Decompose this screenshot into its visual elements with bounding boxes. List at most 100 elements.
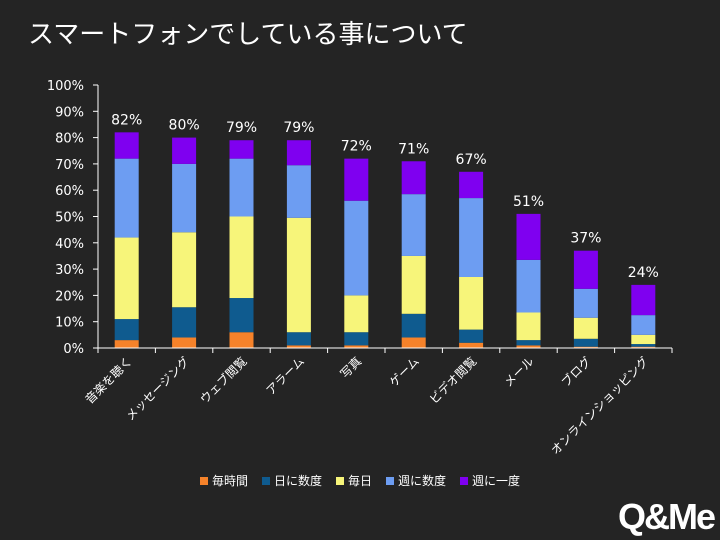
y-axis: 0% 10% 20% 30% 40% 50% 60% 70% 80% 90% 100%: [47, 79, 99, 357]
category-label: オンラインショッピング: [548, 354, 651, 457]
y-tick-label: 10%: [55, 316, 84, 331]
bar-segment: [459, 198, 484, 277]
legend-item: 週に数度: [386, 472, 446, 489]
total-label: 79%: [226, 120, 257, 136]
bar-segment: [516, 213, 541, 260]
y-tick-label: 40%: [55, 237, 84, 252]
legend-label: 毎時間: [211, 474, 248, 488]
category-label: ゲーム: [387, 354, 422, 389]
legend-swatch: [460, 476, 469, 485]
bar-segment: [459, 342, 484, 348]
bar-segment: [172, 137, 197, 164]
category-label: ウェブ閲覧: [197, 354, 250, 407]
bar-segment: [573, 346, 598, 348]
bar-segment: [114, 158, 139, 238]
bar-segment: [229, 216, 254, 299]
total-label: 67%: [456, 152, 487, 168]
legend-item: 毎時間: [199, 472, 248, 489]
bar-segment: [172, 307, 197, 338]
category-label: 写真: [338, 354, 365, 381]
total-label: 37%: [570, 231, 601, 247]
bar-segment: [401, 313, 426, 338]
total-label: 79%: [283, 120, 314, 136]
bar-segment: [229, 140, 254, 159]
legend-label: 週に一度: [472, 474, 521, 488]
bar-segment: [516, 345, 541, 348]
bar-segment: [286, 165, 311, 218]
bar-segment: [401, 194, 426, 256]
bar-segment: [114, 132, 139, 159]
y-tick-label: 100%: [47, 79, 84, 94]
bar-segment: [459, 329, 484, 343]
bar-segment: [573, 338, 598, 347]
total-label: 82%: [111, 112, 142, 128]
legend-label: 毎日: [347, 474, 372, 488]
y-tick-label: 20%: [55, 289, 84, 304]
bar-segment: [344, 200, 369, 296]
legend-label: 週に数度: [398, 474, 447, 488]
y-tick-label: 60%: [55, 184, 84, 199]
total-labels: 82% 80% 79% 79% 72% 71% 67% 51% 37% 24%: [111, 112, 659, 281]
bar-segment: [229, 158, 254, 217]
y-tick-label: 90%: [55, 105, 84, 120]
bar-segment: [286, 140, 311, 166]
bar-segment: [401, 337, 426, 348]
qme-logo: Q&Me: [617, 496, 716, 537]
bar-segment: [401, 255, 426, 314]
legend-item: 週に一度: [460, 472, 520, 489]
bar-segment: [631, 334, 656, 345]
bar-segment: [459, 171, 484, 199]
bar-segment: [631, 315, 656, 335]
legend: 毎時間 日に数度 毎日 週に数度 週に一度: [0, 472, 720, 489]
bar-segment: [631, 346, 656, 348]
bar-segment: [344, 158, 369, 201]
bar-segment: [114, 237, 139, 320]
category-label: アラーム: [263, 354, 307, 398]
bar-segment: [631, 344, 656, 347]
bar-segment: [459, 276, 484, 330]
bar-segment: [286, 345, 311, 348]
bar-segment: [286, 332, 311, 346]
bar-segment: [172, 163, 197, 233]
total-label: 71%: [398, 141, 429, 157]
bar-segment: [229, 332, 254, 348]
y-tick-label: 80%: [55, 132, 84, 147]
bar-segment: [286, 217, 311, 333]
total-label: 24%: [628, 265, 659, 281]
bar-segment: [114, 319, 139, 341]
bar-segment: [573, 288, 598, 318]
y-tick-label: 0%: [63, 342, 84, 357]
legend-swatch: [386, 476, 394, 485]
category-label: ビデオ閲覧: [426, 354, 479, 407]
legend-label: 日に数度: [273, 474, 322, 488]
legend-swatch: [199, 476, 208, 485]
bar-segment: [401, 161, 426, 195]
legend-swatch: [335, 476, 344, 485]
legend-item: 毎日: [335, 472, 372, 489]
y-tick-label: 30%: [55, 263, 84, 278]
bar-segment: [631, 284, 656, 316]
bar-segment: [516, 312, 541, 341]
legend-item: 日に数度: [261, 472, 322, 489]
bar-segment: [573, 250, 598, 289]
bars: [114, 132, 656, 348]
total-label: 51%: [513, 194, 544, 210]
y-tick-label: 70%: [55, 158, 84, 173]
bar-segment: [229, 298, 254, 333]
legend-swatch: [261, 476, 270, 485]
total-label: 72%: [341, 139, 372, 155]
bar-segment: [114, 340, 139, 348]
stacked-bar-chart: 0% 10% 20% 30% 40% 50% 60% 70% 80% 90% 100% 82% 80%…: [47, 79, 673, 457]
bar-segment: [344, 332, 369, 346]
bar-segment: [344, 345, 369, 348]
bar-segment: [172, 337, 197, 348]
total-label: 80%: [169, 118, 200, 134]
bar-segment: [344, 295, 369, 333]
category-label: 音楽を聴く: [82, 354, 135, 407]
chart-title: スマートフォンでしている事について: [28, 20, 468, 50]
bar-segment: [516, 259, 541, 313]
category-label: ブログ: [558, 354, 594, 390]
bar-segment: [573, 317, 598, 339]
bar-segment: [516, 340, 541, 346]
